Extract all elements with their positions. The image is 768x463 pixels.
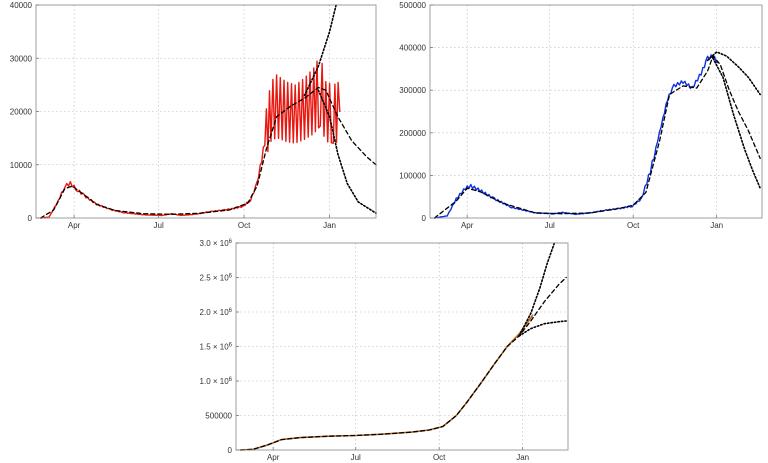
chart2-y-tick-label-6: 500000 — [399, 1, 426, 10]
chart3-series-2-line — [239, 276, 567, 451]
chart2-y-tick-label-4: 300000 — [399, 86, 426, 95]
chart1-series-3-line — [303, 4, 337, 97]
chart3-x-tick-label-3: Oct — [433, 453, 446, 462]
chart2-series-1-line — [433, 54, 719, 219]
chart2-y-tick-label-2: 100000 — [399, 171, 426, 180]
chart3-series-4-line — [518, 320, 567, 337]
chart-panel-3: Apr Jul Oct Jan 0 500000 1.0 × 106 1.5 × 106 2.0… — [200, 239, 569, 462]
chart2-x-tick-label-2: Jul — [545, 221, 555, 230]
chart2-series-4-line — [712, 57, 761, 189]
chart1-y-tick-label-1: 0 — [28, 214, 33, 223]
chart3-x-tick-label-1: Apr — [267, 453, 280, 462]
chart3-y-tick-label-2: 500000 — [205, 412, 232, 421]
chart3-y-tick-label-5: 2.0 × 106 — [200, 308, 233, 317]
chart1-y-tick-label-2: 10000 — [10, 161, 33, 170]
chart2-y-tick-label-5: 400000 — [399, 44, 426, 53]
chart2-plot-frame — [429, 4, 763, 219]
chart2-x-tick-label-4: Jan — [710, 221, 723, 230]
chart3-y-tick-label-6: 2.5 × 106 — [200, 274, 233, 283]
chart1-y-tick-label-4: 30000 — [10, 54, 33, 63]
chart1-y-tick-label-3: 20000 — [10, 108, 33, 117]
chart1-series-4-line — [317, 89, 377, 214]
chart3-y-tick-label-3: 1.0 × 106 — [200, 377, 233, 386]
chart-panel-2: Apr Jul Oct Jan 0 100000 200000 300000 400000 500… — [399, 1, 763, 230]
chart1-x-tick-label-3: Oct — [238, 221, 251, 230]
chart1-x-tick-label-1: Apr — [68, 221, 81, 230]
chart3-x-tick-label-4: Jan — [516, 453, 529, 462]
chart3-series-3-line — [518, 242, 556, 337]
chart1-series-2-line — [39, 86, 377, 219]
chart3-plot-frame — [235, 242, 569, 451]
chart2-y-tick-label-1: 0 — [422, 214, 427, 223]
chart2-series-3-line — [706, 51, 761, 96]
chart3-y-tick-label-7: 3.0 × 106 — [200, 239, 233, 248]
chart1-y-tick-label-5: 40000 — [10, 1, 33, 10]
chart2-x-tick-label-1: Apr — [461, 221, 474, 230]
chart3-series-1-line — [239, 314, 534, 451]
chart2-series-2-line — [433, 55, 761, 219]
chart1-series-1-line — [39, 60, 341, 219]
chart3-y-tick-label-4: 1.5 × 106 — [200, 343, 233, 352]
chart2-x-tick-label-3: Oct — [627, 221, 640, 230]
chart2-y-tick-label-3: 200000 — [399, 129, 426, 138]
chart-panel-1: Apr Jul Oct Jan 0 10000 20000 30000 40000 — [10, 1, 377, 230]
chart3-y-tick-label-1: 0 — [228, 446, 233, 455]
chart1-x-tick-label-4: Jan — [323, 221, 336, 230]
chart3-x-tick-label-2: Jul — [351, 453, 361, 462]
chart1-x-tick-label-2: Jul — [154, 221, 164, 230]
